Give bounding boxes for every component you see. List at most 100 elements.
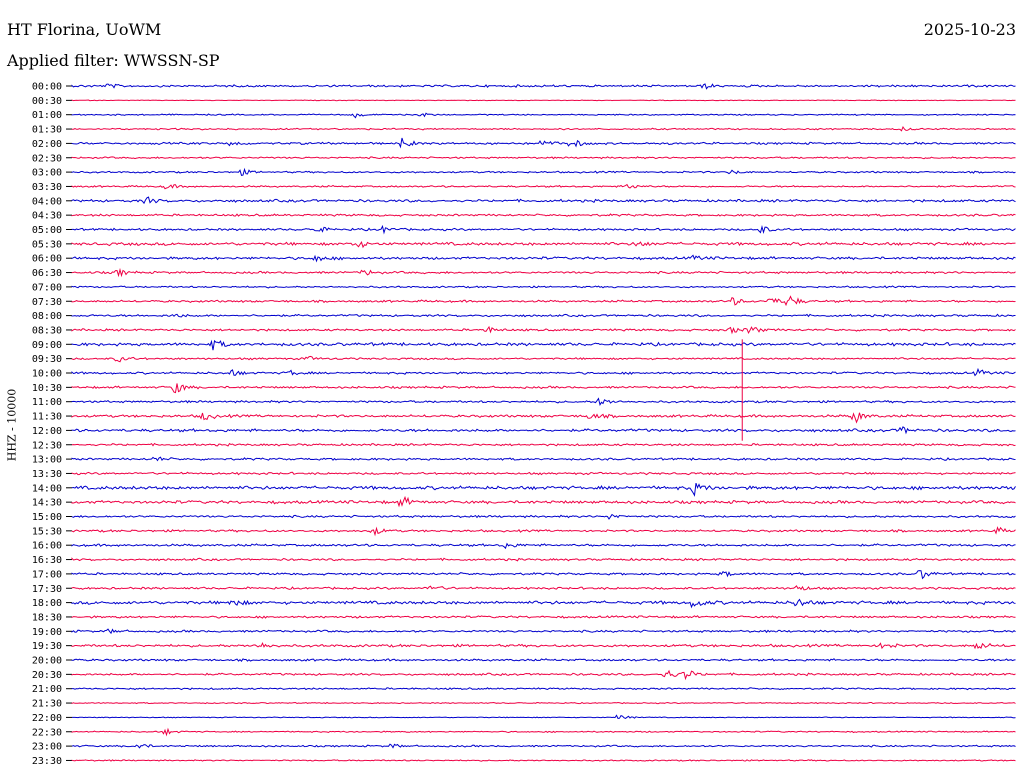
trace-row-1630 — [71, 557, 1016, 562]
trace-row-0900 — [71, 339, 1016, 351]
time-tick-label: 15:00 — [32, 512, 62, 523]
time-tick-label: 12:30 — [32, 440, 62, 451]
trace-row-1400 — [71, 482, 1016, 497]
time-tick-label: 13:00 — [32, 455, 62, 466]
trace-row-1330 — [71, 471, 1016, 476]
time-tick-label: 18:30 — [32, 612, 62, 623]
time-tick-label: 05:00 — [32, 225, 62, 236]
filter-label: Applied filter: WWSSN-SP — [7, 51, 220, 70]
time-tick-label: 14:30 — [32, 498, 62, 509]
trace-row-2130 — [71, 701, 1016, 705]
time-tick-label: 08:30 — [32, 325, 62, 336]
trace-row-2030 — [71, 669, 1016, 681]
time-tick-label: 07:00 — [32, 282, 62, 293]
trace-row-0100 — [71, 112, 1016, 119]
time-tick-label: 22:30 — [32, 727, 62, 738]
time-tick-label: 17:30 — [32, 584, 62, 595]
time-tick-label: 13:30 — [32, 469, 62, 480]
time-tick-label: 02:30 — [32, 153, 62, 164]
trace-row-1800 — [71, 598, 1016, 609]
time-tick-label: 03:30 — [32, 182, 62, 193]
station-title: HT Florina, UoWM — [7, 20, 162, 39]
time-tick-label: 14:00 — [32, 483, 62, 494]
trace-row-0730 — [71, 295, 1016, 307]
trace-row-0530 — [71, 241, 1016, 249]
time-tick-label: 22:00 — [32, 713, 62, 724]
time-tick-label: 15:30 — [32, 526, 62, 537]
time-tick-label: 03:00 — [32, 168, 62, 179]
trace-row-0200 — [71, 137, 1016, 149]
time-tick-label: 02:00 — [32, 139, 62, 150]
time-tick-label: 19:30 — [32, 641, 62, 652]
time-tick-label: 21:00 — [32, 684, 62, 695]
trace-row-2200 — [72, 714, 1016, 719]
time-tick-label: 05:30 — [32, 239, 62, 250]
trace-row-0830 — [71, 325, 1016, 335]
trace-row-2300 — [71, 743, 1016, 749]
time-tick-label: 23:30 — [32, 756, 62, 767]
trace-row-0230 — [71, 156, 1016, 160]
trace-row-1830 — [71, 615, 1016, 619]
time-tick-label: 10:30 — [32, 383, 62, 394]
trace-row-0700 — [71, 285, 1016, 289]
time-tick-label: 16:30 — [32, 555, 62, 566]
time-tick-label: 01:00 — [32, 110, 62, 121]
trace-row-1000 — [71, 367, 1016, 377]
trace-row-1930 — [71, 641, 1016, 650]
trace-row-1300 — [71, 456, 1016, 462]
trace-row-1200 — [71, 426, 1016, 435]
time-tick-label: 17:00 — [32, 569, 62, 580]
time-tick-label: 06:30 — [32, 268, 62, 279]
trace-row-1900 — [71, 628, 1016, 635]
date-label: 2025-10-23 — [923, 20, 1016, 39]
trace-row-0430 — [71, 213, 1016, 217]
time-tick-label: 10:00 — [32, 369, 62, 380]
trace-row-1100 — [71, 397, 1016, 406]
trace-row-0800 — [71, 313, 1016, 318]
trace-row-0300 — [71, 167, 1016, 176]
trace-row-1030 — [71, 383, 1016, 394]
trace-row-0400 — [71, 196, 1016, 205]
time-tick-label: 01:30 — [32, 125, 62, 136]
trace-row-0030 — [71, 99, 1016, 102]
time-tick-label: 00:00 — [32, 82, 62, 93]
trace-row-1530 — [71, 526, 1016, 537]
trace-row-0330 — [71, 183, 1016, 190]
time-tick-label: 16:00 — [32, 541, 62, 552]
trace-row-1600 — [71, 542, 1016, 550]
time-tick-label: 06:00 — [32, 254, 62, 265]
time-tick-label: 19:00 — [32, 627, 62, 638]
trace-row-1500 — [71, 513, 1016, 520]
trace-row-1230 — [71, 442, 1016, 447]
time-tick-label: 07:30 — [32, 297, 62, 308]
trace-row-0930 — [71, 355, 1016, 363]
trace-row-1700 — [71, 570, 1016, 580]
trace-row-2000 — [71, 658, 1016, 662]
trace-row-2100 — [71, 687, 1016, 691]
time-tick-label: 20:30 — [32, 670, 62, 681]
time-tick-label: 09:00 — [32, 340, 62, 351]
trace-row-0130 — [71, 125, 1016, 132]
time-tick-label: 00:30 — [32, 96, 62, 107]
trace-row-1130 — [71, 412, 1016, 424]
time-tick-label: 20:00 — [32, 656, 62, 667]
trace-row-2330 — [71, 759, 1016, 762]
time-tick-label: 21:30 — [32, 699, 62, 710]
time-tick-label: 12:00 — [32, 426, 62, 437]
trace-row-0500 — [71, 224, 1016, 235]
time-tick-label: 11:30 — [32, 412, 62, 423]
time-tick-label: 04:30 — [32, 211, 62, 222]
trace-row-0600 — [71, 254, 1016, 263]
trace-row-1730 — [71, 585, 1016, 591]
time-tick-label: 04:00 — [32, 196, 62, 207]
trace-row-0000 — [71, 83, 1016, 90]
trace-row-0630 — [71, 267, 1016, 278]
time-tick-label: 09:30 — [32, 354, 62, 365]
time-tick-label: 11:00 — [32, 397, 62, 408]
time-tick-label: 23:00 — [32, 742, 62, 753]
trace-row-1430 — [71, 495, 1016, 508]
trace-row-2230 — [71, 727, 1016, 737]
time-tick-label: 18:00 — [32, 598, 62, 609]
time-tick-label: 08:00 — [32, 311, 62, 322]
